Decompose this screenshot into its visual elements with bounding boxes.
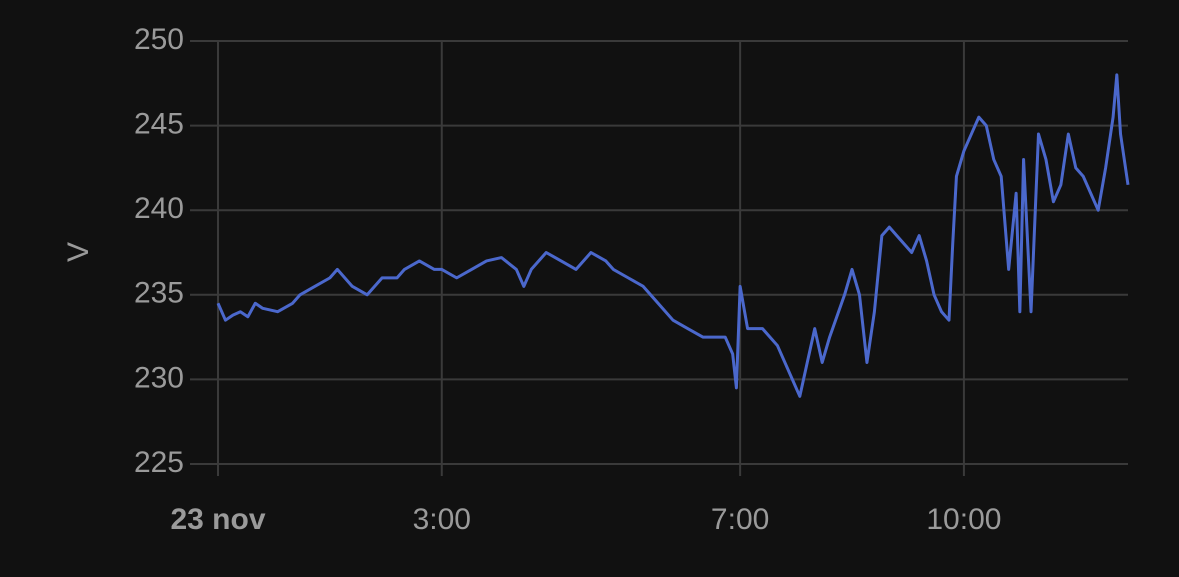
- y-tick-label: 235: [134, 277, 184, 310]
- x-tick-label: 10:00: [926, 503, 1001, 536]
- y-tick-label: 240: [134, 192, 184, 225]
- line-series: [216, 73, 1130, 398]
- x-tick-label: 23 nov: [170, 503, 265, 536]
- x-tick-label: 7:00: [711, 503, 769, 536]
- y-tick-label: 245: [134, 108, 184, 141]
- y-tick-label: 225: [134, 446, 184, 479]
- y-tick-label: 250: [134, 23, 184, 56]
- y-tick-label: 230: [134, 361, 184, 394]
- y-axis-label: V: [62, 242, 95, 262]
- x-tick-label: 3:00: [413, 503, 471, 536]
